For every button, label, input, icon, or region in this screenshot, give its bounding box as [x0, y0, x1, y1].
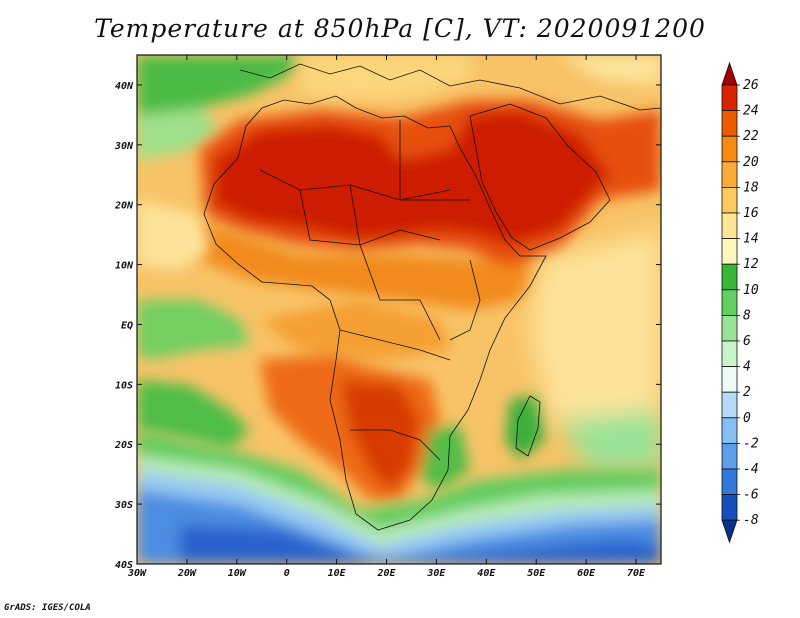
colorbar-swatch: [721, 135, 738, 163]
lon-label: 40E: [477, 568, 496, 579]
colorbar-swatch: [721, 289, 738, 316]
field-south-deepblue: [180, 525, 661, 564]
lat-label: 40S: [115, 560, 133, 571]
colorbar-label: 24: [743, 104, 759, 119]
colorbar-top-arrow: [721, 61, 738, 86]
lon-label: 0: [284, 568, 290, 579]
field-north-atlantic-light: [137, 108, 220, 160]
border-5: [350, 429, 441, 461]
colorbar-label: 16: [743, 206, 759, 221]
lat-label: 30N: [114, 141, 134, 152]
colorbar-swatch: [721, 366, 738, 393]
lat-label: 10S: [115, 380, 133, 391]
colorbar-label: 26: [743, 78, 759, 93]
colorbar-label: 6: [743, 334, 751, 349]
colorbar-swatch: [721, 391, 738, 419]
field-sahara-core: [215, 110, 610, 245]
colorbar-swatch: [721, 417, 738, 444]
border-6: [399, 120, 470, 201]
colorbar-swatch: [721, 84, 738, 112]
colorbar-label: 4: [743, 360, 751, 375]
colorbar-label: 20: [743, 155, 759, 170]
colorbar-swatch: [721, 468, 738, 496]
colorbar-label: -8: [743, 513, 759, 528]
lon-label: 20W: [177, 568, 197, 579]
colorbar-swatch: [721, 442, 738, 470]
coast-arabia: [469, 103, 611, 251]
coast-madagascar: [515, 395, 541, 457]
colorbar-swatch: [721, 212, 738, 240]
field-south-africa-hot: [340, 380, 420, 490]
field-madagascar-green: [505, 395, 545, 460]
lat-label: 20S: [114, 440, 133, 451]
coast-europe: [239, 63, 661, 111]
longitude-axis: 30W 20W 10W 0 10E 20E 30E 40E 50E 60E 70E: [127, 55, 646, 579]
colorbar-label: 0: [743, 411, 751, 426]
colorbar-swatch: [721, 110, 738, 137]
credit-text: GrADS: IGES/COLA: [4, 603, 91, 613]
lat-label: 20N: [114, 201, 134, 212]
colorbar-swatch: [721, 263, 738, 291]
colorbar-label: 10: [743, 283, 759, 298]
colorbar-label: -4: [743, 462, 759, 477]
latitude-axis: 40N 30N 20N 10N EQ 10S 20S 30S 40S: [114, 81, 661, 571]
coast-africa: [203, 95, 547, 531]
temperature-field: [137, 55, 661, 564]
lon-label: 10E: [328, 568, 347, 579]
colorbar-label: -2: [743, 436, 759, 451]
lat-label: 40N: [115, 81, 134, 92]
colorbar-swatch: [721, 186, 738, 214]
colorbar-label: 14: [743, 232, 759, 247]
colorbar-label: 8: [743, 308, 751, 323]
lat-label: 10N: [115, 261, 134, 272]
field-central-africa: [260, 300, 450, 360]
field-mozambique-green: [420, 425, 470, 490]
colorbar-swatch: [721, 238, 738, 265]
lon-label: 20E: [376, 568, 396, 579]
colorbar-label: -6: [743, 488, 759, 503]
colorbar-bottom-arrow: [721, 519, 738, 544]
colorbar-label: 12: [743, 257, 759, 272]
lon-label: 50E: [527, 568, 546, 579]
border-7: [449, 259, 481, 341]
field-sahel-orange: [190, 220, 540, 310]
map-title: Temperature at 850hPa [C], VT: 202009120…: [94, 14, 706, 43]
colorbar-label: 2: [743, 385, 751, 400]
colorbar-swatch: [721, 340, 738, 368]
lon-label: 30W: [127, 568, 147, 579]
field-guinea-green: [137, 300, 250, 360]
field-indian-ocean: [530, 230, 661, 440]
field-north-atlantic: [137, 55, 300, 125]
lon-label: 10W: [228, 568, 247, 579]
border-3: [349, 184, 441, 341]
colorbar-label: 18: [743, 180, 759, 195]
colorbar-swatch: [721, 494, 738, 521]
lat-label: EQ: [121, 320, 133, 331]
lon-label: 30E: [426, 568, 446, 579]
lon-label: 60E: [577, 568, 596, 579]
coastlines: [203, 63, 661, 531]
field-trop-atlantic: [137, 200, 210, 270]
colorbar-swatch: [721, 161, 738, 188]
field-indian-green: [560, 410, 661, 470]
border-4: [339, 329, 451, 361]
lon-label: 70E: [627, 568, 646, 579]
colorbar-swatch: [721, 314, 738, 342]
lat-label: 30S: [114, 500, 133, 511]
map-frame: [136, 54, 662, 565]
colorbar-label: 22: [743, 129, 759, 144]
field-east-north: [560, 55, 661, 85]
field-south-atlantic-green: [137, 380, 250, 450]
